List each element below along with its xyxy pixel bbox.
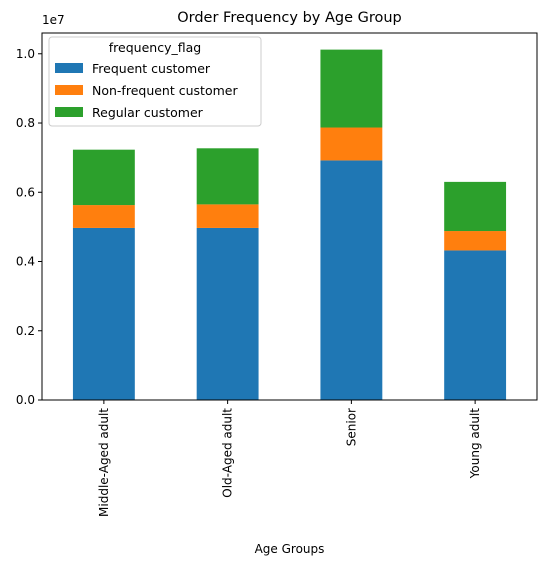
x-tick-label: Old-Aged adult [221, 408, 235, 498]
legend-entry-label: Frequent customer [92, 61, 211, 76]
legend-title: frequency_flag [109, 40, 201, 55]
bar-frequent-customer-middle-aged-adult [72, 227, 135, 400]
bar-frequent-customer-senior [320, 160, 383, 400]
x-tick-label: Senior [344, 408, 358, 446]
legend-box [48, 36, 262, 127]
legend: frequency_flag Frequent customer Non-freq… [48, 36, 262, 127]
bar-non-frequent-customer-young-adult [444, 231, 507, 251]
y-axis-offset-label: 1e7 [42, 13, 65, 27]
y-tick-label: 0.8 [16, 116, 35, 130]
bars-layer [72, 49, 507, 400]
legend-swatch [55, 85, 83, 95]
bar-non-frequent-customer-old-aged-adult [196, 204, 259, 228]
bar-regular-customer-old-aged-adult [196, 148, 259, 205]
bar-frequent-customer-young-adult [444, 250, 507, 400]
chart-title: Order Frequency by Age Group [177, 10, 402, 26]
bar-frequent-customer-old-aged-adult [196, 227, 259, 400]
bar-regular-customer-senior [320, 49, 383, 128]
y-tick-label: 0.0 [16, 393, 35, 407]
legend-swatch [55, 63, 83, 73]
y-tick-label: 0.6 [16, 185, 35, 199]
bar-non-frequent-customer-middle-aged-adult [72, 205, 135, 228]
bar-regular-customer-young-adult [444, 181, 507, 232]
y-axis: 0.0 0.2 0.4 0.6 0.8 1.0 [16, 47, 42, 407]
plot-frame [41, 32, 538, 401]
x-tick-label: Middle-Aged adult [97, 408, 111, 517]
legend-entry-label: Non-frequent customer [92, 83, 238, 98]
x-axis: Middle-Aged adult Old-Aged adult Senior You… [97, 400, 482, 517]
legend-swatch [55, 107, 83, 117]
legend-items: Frequent customer Non-frequent customer Re… [55, 61, 238, 120]
bar-non-frequent-customer-senior [320, 127, 383, 161]
y-tick-label: 0.2 [16, 324, 35, 338]
bar-regular-customer-middle-aged-adult [72, 149, 135, 206]
x-tick-label: Young adult [468, 408, 482, 480]
y-tick-label: 0.4 [16, 255, 35, 269]
y-tick-label: 1.0 [16, 47, 35, 61]
x-axis-label: Age Groups [255, 542, 325, 556]
legend-entry-label: Regular customer [92, 105, 204, 120]
